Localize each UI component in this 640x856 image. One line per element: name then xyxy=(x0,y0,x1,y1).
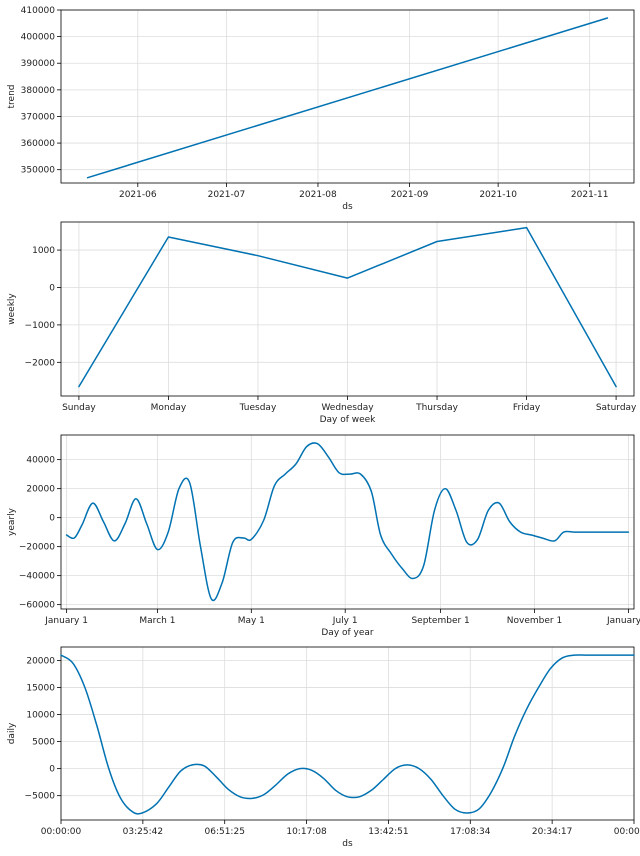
daily-x-tick-label: 10:17:08 xyxy=(286,827,327,837)
trend-x-tick-label: 2021-10 xyxy=(479,190,517,200)
yearly-y-tick-label: −60000 xyxy=(19,601,55,611)
trend-panel: 2021-06 2021-07 2021-08 2021-09 2021-10 2021-… xyxy=(7,6,635,212)
weekly-y-tick-label: 0 xyxy=(49,283,55,293)
trend-y-tick-label: 350000 xyxy=(21,166,56,176)
trend-plot-frame xyxy=(60,9,635,184)
trend-x-tick-label: 2021-11 xyxy=(571,190,609,200)
trend-x-axis-label: ds xyxy=(342,202,353,212)
daily-y-tick-label: 0 xyxy=(49,765,55,775)
trend-series-line xyxy=(86,17,609,179)
weekly-x-tick-label: Sunday xyxy=(62,403,96,413)
yearly-y-axis-label: yearly xyxy=(7,507,17,536)
weekly-y-tick-label: −2000 xyxy=(25,358,56,368)
yearly-x-tick-label: May 1 xyxy=(238,616,265,626)
yearly-panel: January 1 March 1 May 1 July 1 September 1 No… xyxy=(7,434,640,638)
weekly-x-tick-label: Wednesday xyxy=(321,403,374,413)
trend-y-axis-label: trend xyxy=(7,85,17,109)
weekly-plot-frame xyxy=(60,221,635,397)
yearly-x-tick-label: November 1 xyxy=(507,616,562,626)
yearly-x-tick-label: January 1 xyxy=(44,616,88,626)
yearly-y-tick-label: 0 xyxy=(49,514,55,524)
daily-y-tick-label: 15000 xyxy=(26,684,55,694)
yearly-x-axis-label: Day of year xyxy=(321,628,374,638)
daily-y-tick-label: 10000 xyxy=(26,711,55,721)
yearly-plot-frame xyxy=(60,434,635,610)
daily-x-tick-label: 00:00:00 xyxy=(614,827,640,837)
yearly-y-tick-label: −20000 xyxy=(19,543,55,553)
weekly-x-tick-label: Tuesday xyxy=(239,403,277,413)
daily-x-tick-label: 20:34:17 xyxy=(532,827,572,837)
weekly-y-tick-label: −1000 xyxy=(25,321,56,331)
yearly-y-tick-label: 20000 xyxy=(26,485,55,495)
yearly-y-tick-label: 40000 xyxy=(26,456,55,466)
daily-panel: 00:00:00 03:25:42 06:51:25 10:17:08 13:42:51… xyxy=(7,646,640,849)
trend-y-tick-label: 370000 xyxy=(21,112,56,122)
yearly-x-tick-label: March 1 xyxy=(139,616,175,626)
trend-y-tick-label: 410000 xyxy=(21,6,56,16)
weekly-panel: Sunday Monday Tuesday Wednesday Thursday Frid… xyxy=(7,221,637,425)
yearly-y-tick-label: −40000 xyxy=(19,572,55,582)
trend-x-tick-label: 2021-07 xyxy=(208,190,246,200)
daily-y-axis-label: daily xyxy=(7,722,17,744)
yearly-x-tick-label: September 1 xyxy=(411,616,469,626)
yearly-x-tick-label: July 1 xyxy=(332,616,358,626)
yearly-x-tick-label: January 1 xyxy=(606,616,640,626)
daily-x-tick-label: 17:08:34 xyxy=(450,827,491,837)
trend-x-tick-label: 2021-06 xyxy=(119,190,157,200)
daily-plot-frame xyxy=(60,646,635,821)
weekly-y-tick-label: 1000 xyxy=(32,246,55,256)
weekly-x-tick-label: Thursday xyxy=(415,403,459,413)
trend-x-tick-label: 2021-08 xyxy=(299,190,337,200)
daily-x-tick-label: 06:51:25 xyxy=(205,827,245,837)
weekly-y-axis-label: weekly xyxy=(7,293,17,325)
daily-x-tick-label: 00:00:00 xyxy=(41,827,82,837)
daily-x-axis-label: ds xyxy=(342,839,353,849)
daily-series-line xyxy=(60,654,635,815)
weekly-series-line xyxy=(78,226,617,388)
weekly-x-axis-label: Day of week xyxy=(320,415,377,425)
daily-x-tick-label: 13:42:51 xyxy=(368,827,408,837)
trend-x-tick-label: 2021-09 xyxy=(391,190,429,200)
trend-y-tick-label: 400000 xyxy=(21,33,56,43)
trend-y-tick-label: 380000 xyxy=(21,86,56,96)
trend-y-tick-label: 390000 xyxy=(21,59,56,69)
trend-y-tick-label: 360000 xyxy=(21,139,56,149)
daily-x-tick-label: 03:25:42 xyxy=(123,827,163,837)
weekly-x-tick-label: Friday xyxy=(513,403,541,413)
weekly-x-tick-label: Saturday xyxy=(596,403,637,413)
daily-y-tick-label: 5000 xyxy=(32,738,55,748)
weekly-x-tick-label: Monday xyxy=(151,403,187,413)
daily-y-tick-label: −5000 xyxy=(25,792,56,802)
daily-y-tick-label: 20000 xyxy=(26,657,55,667)
yearly-series-line xyxy=(65,442,630,602)
